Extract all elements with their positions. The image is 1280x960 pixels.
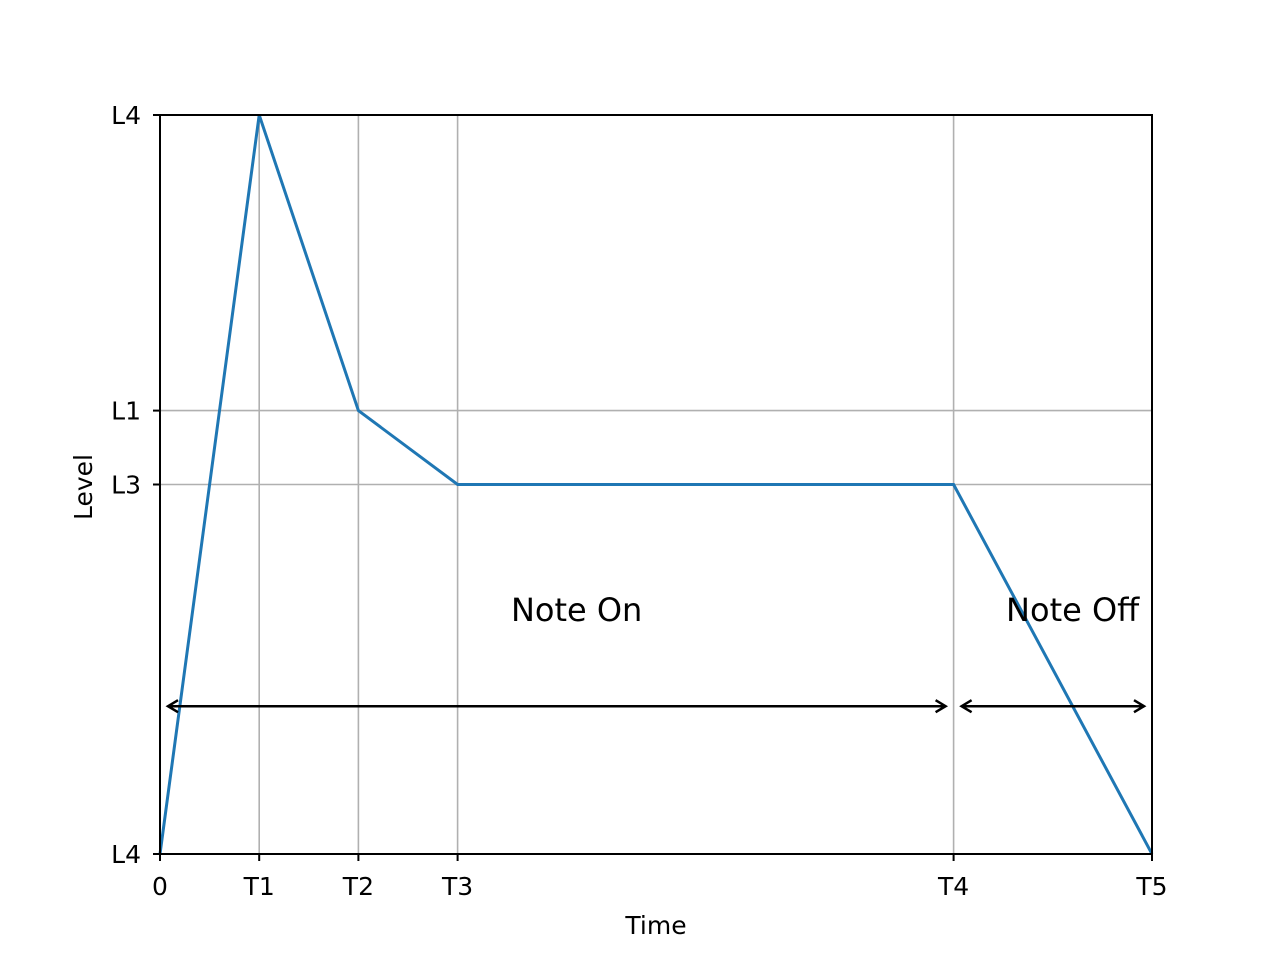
y-tick-label: L3 bbox=[111, 471, 141, 500]
y-tick-label: L1 bbox=[111, 397, 141, 426]
x-tick-label: T3 bbox=[441, 872, 473, 901]
annotations: Note On Note Off bbox=[511, 591, 1140, 629]
annotation-label: Note On bbox=[511, 591, 642, 629]
y-tick-label: L4 bbox=[111, 840, 141, 869]
span-arrow-head-left bbox=[165, 699, 179, 714]
span-arrow bbox=[165, 699, 949, 714]
span-arrows bbox=[165, 699, 1147, 714]
x-tick-label: 0 bbox=[152, 872, 168, 901]
series-layer bbox=[158, 114, 1154, 855]
x-tick-label: T1 bbox=[243, 872, 275, 901]
span-arrow-head-right bbox=[934, 699, 949, 714]
span-arrow bbox=[959, 699, 1147, 714]
x-tick-label: T4 bbox=[937, 872, 969, 901]
x-axis-label: Time bbox=[624, 911, 686, 940]
span-arrow-head-left bbox=[959, 699, 973, 714]
y-tick-label: L4 bbox=[111, 101, 141, 130]
x-tick-label: T5 bbox=[1135, 872, 1167, 901]
x-tick-label: T2 bbox=[342, 872, 374, 901]
envelope-series-line bbox=[158, 114, 1154, 855]
y-axis-label: Level bbox=[69, 454, 98, 520]
annotation-label: Note Off bbox=[1006, 591, 1140, 629]
span-arrow-head-right bbox=[1133, 699, 1147, 714]
axis-ticks: 0 T1 T2 T3 T4 T5 L4 L3 L1 L4 bbox=[111, 101, 1167, 901]
